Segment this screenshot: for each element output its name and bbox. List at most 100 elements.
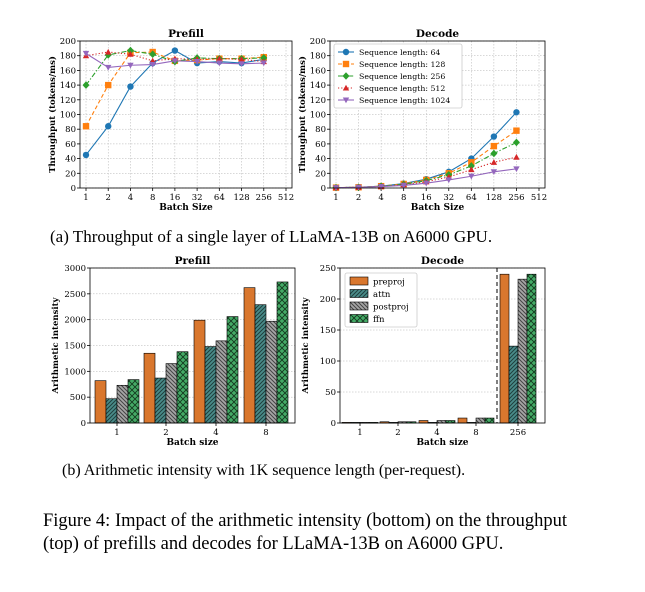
data-point-s3-256 [512,138,520,147]
decode-throughput-chart: 0 20 40 60 80 100 120 140 160 180 200 1 2 4 8 16 32 64 128… [297,28,547,213]
y-tick-label-3: 250 [320,264,336,274]
bar-preproj-4 [193,319,206,424]
x-tick-label-1: 1 [333,193,338,203]
caption-b: (b) Arithmetic intensity with 1K sequenc… [62,462,466,479]
legend-swatch-preproj [349,276,369,286]
y-tick-label-0: 40 [65,155,76,165]
data-point-s5-8 [400,182,407,189]
bar-postproj-1 [116,384,129,424]
x-tick-label-2: 2 [106,193,111,203]
decode-intensity-chart: 0 50 100 150 200 250 1 2 4 8 256 Decode Batch size Ar… [301,255,546,448]
bar-preproj-8 [457,417,468,424]
plot-frame [79,40,293,189]
legend-box [333,43,463,109]
data-point-s2-128 [490,142,498,150]
legend-box [344,272,418,328]
chart-title: Prefill [168,28,204,40]
series-line-3 [335,141,517,189]
x-tick-label-4: 4 [378,193,383,203]
data-point-s5-128 [238,61,245,67]
bar-ffn-8 [484,417,495,424]
legend-swatch-ffn [349,314,369,323]
legend-label-3: Sequence length: 256 [359,72,445,81]
data-point-s5-16 [171,58,179,65]
data-point-s3-1 [82,81,90,89]
data-point-s4-128 [238,56,245,62]
legend-marker-1 [342,48,350,56]
x-axis-label: Batch size [166,438,218,448]
bar-ffn-4 [226,316,239,424]
y-axis-label: Throughput (tokens/ms) [297,56,308,173]
chart-title: Prefill [175,255,211,267]
y-tick-label-1: 200 [310,37,326,47]
bar-ffn-8 [276,281,289,424]
y-axis-label: Arithmetic intensity [301,296,311,394]
legend-label-attn: attn [373,290,391,300]
x-tick-label-2: 2 [356,193,361,203]
bar-preproj-2 [143,352,156,424]
data-point-s4-64 [468,166,475,173]
y-tick-label-1: 120 [310,96,326,106]
data-point-s4-4 [127,51,134,57]
data-point-s1-2 [105,123,112,130]
y-tick-label-0: 160 [60,66,76,76]
data-point-s5-256 [260,60,267,67]
data-point-s5-16 [423,180,430,187]
y-tick-label-3: 150 [320,326,336,336]
data-point-s3-64 [467,162,475,170]
y-tick-label-3: 50 [325,388,336,398]
x-tick-label-256: 256 [508,193,524,203]
y-tick-label-0: 200 [60,37,76,47]
x-tick-label-2: 2 [163,428,168,438]
x-tick-label-4: 4 [434,428,439,438]
x-tick-label-512: 512 [531,193,547,203]
y-tick-label-0: 60 [65,140,76,150]
y-tick-label-0: 120 [60,96,76,106]
legend-swatch-postproj [349,301,369,311]
data-point-s5-4 [377,183,385,190]
figure-caption: Figure 4: Impact of the arithmetic inten… [43,511,568,554]
x-tick-label-8: 8 [150,193,155,203]
data-point-s3-256 [260,54,268,62]
y-tick-label-2: 1000 [64,367,86,377]
data-point-s2-256 [513,127,520,134]
x-tick-label-1: 1 [357,428,362,438]
y-tick-label-0: 100 [60,110,76,120]
data-point-s1-128 [490,133,498,140]
y-tick-label-2: 2000 [64,316,86,326]
data-point-s5-256 [513,166,520,173]
data-point-s4-128 [490,159,498,165]
x-tick-label-8: 8 [263,428,268,438]
x-tick-label-1: 1 [114,428,119,438]
data-point-s4-256 [513,153,520,160]
y-tick-label-1: 20 [315,169,326,179]
data-point-s5-1 [82,50,90,57]
x-tick-label-256: 256 [256,193,272,203]
plot-frame [89,267,296,424]
y-tick-label-1: 100 [310,110,326,120]
legend-label-4: Sequence length: 512 [359,84,445,93]
data-point-s1-16 [171,47,179,54]
y-tick-label-0: 180 [60,52,76,62]
y-tick-label-3: 200 [320,295,336,305]
y-tick-label-1: 160 [310,66,326,76]
x-tick-label-256: 256 [510,428,526,438]
bar-attn-2 [154,377,167,424]
data-point-s3-128 [490,149,498,158]
data-point-s5-128 [490,169,498,176]
legend-label-2: Sequence length: 128 [359,60,445,69]
bar-preproj-256 [499,273,510,424]
data-point-s3-8 [149,50,157,59]
bar-attn-1 [105,398,118,424]
y-axis-label: Throughput (tokens/ms) [47,56,58,173]
y-tick-label-1: 180 [310,52,326,62]
legend-label-5: Sequence length: 1024 [359,96,450,105]
y-tick-label-1: 140 [310,81,326,91]
x-tick-label-16: 16 [169,193,180,203]
data-point-s4-64 [216,55,223,62]
legend-label-preproj: preproj [373,278,405,288]
bar-preproj-1 [94,380,107,424]
plot-frame [329,40,546,189]
x-axis-label: Batch size [416,438,468,448]
